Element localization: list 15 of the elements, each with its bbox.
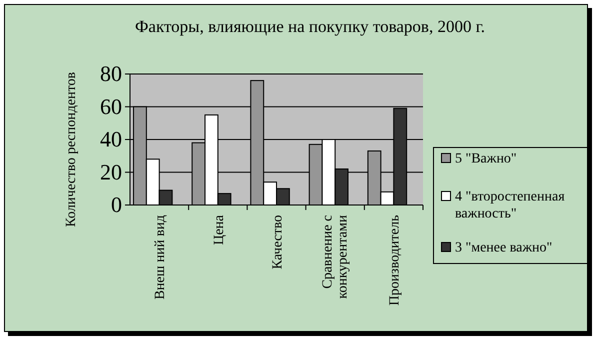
y-tick-label: 0	[111, 192, 122, 218]
chart-title: Факторы, влияющие на покупку товаров, 2000 г.	[134, 17, 486, 36]
legend-label: 5 "Важно"	[455, 152, 517, 166]
x-tick-label: Производитель	[388, 215, 403, 306]
y-tick-label: 80	[100, 61, 122, 86]
x-tick-label: Внеш ний вид	[153, 215, 168, 300]
x-tick-label: Качество	[270, 215, 286, 270]
x-tick-label: Цена	[212, 214, 227, 246]
legend-label: 4 "второстепенная важность"	[455, 190, 566, 222]
x-tick-label: Сравнение с конкурентами	[320, 214, 350, 299]
y-axis-title: Количество респондентов	[64, 72, 79, 228]
y-tick-label: 40	[100, 126, 122, 152]
y-tick-label: 20	[100, 159, 122, 184]
legend-label: 3 "менее важно"	[455, 240, 552, 256]
y-tick-label: 60	[100, 94, 122, 119]
